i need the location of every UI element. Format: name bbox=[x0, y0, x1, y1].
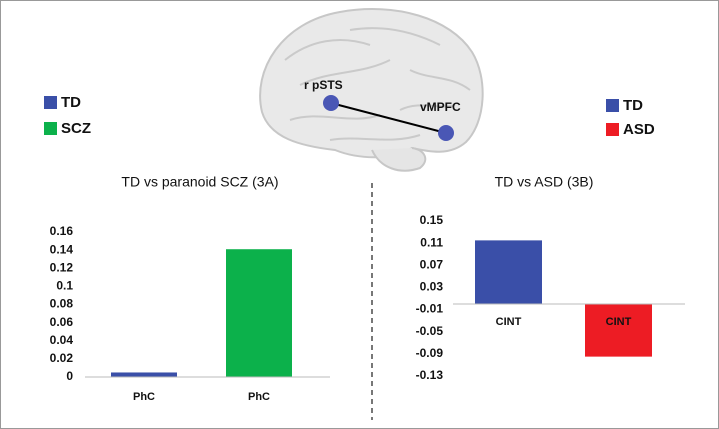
y-tick-label: 0.08 bbox=[50, 297, 74, 311]
y-tick-label: 0.03 bbox=[420, 280, 444, 294]
bar bbox=[475, 240, 542, 305]
y-tick-label: 0.16 bbox=[50, 224, 74, 238]
y-tick-label: 0.15 bbox=[420, 213, 444, 227]
x-tick-label: PhC bbox=[248, 391, 270, 403]
node bbox=[438, 125, 454, 141]
brain bbox=[259, 8, 484, 172]
y-tick-label: 0.07 bbox=[420, 257, 444, 271]
chart-title: TD vs ASD (3B) bbox=[495, 174, 594, 190]
chart-title: TD vs paranoid SCZ (3A) bbox=[121, 174, 278, 190]
legend-label: TD bbox=[61, 94, 81, 111]
y-tick-label: -0.05 bbox=[416, 324, 444, 338]
node bbox=[323, 95, 339, 111]
y-tick-label: 0.12 bbox=[50, 260, 74, 274]
legend-label: TD bbox=[623, 97, 643, 114]
legend-swatch bbox=[606, 123, 619, 136]
bar bbox=[226, 249, 292, 377]
x-tick-label: CINT bbox=[606, 316, 632, 328]
legend-swatch bbox=[44, 96, 57, 109]
bar bbox=[111, 372, 177, 377]
y-tick-label: 0 bbox=[66, 369, 73, 383]
y-tick-label: 0.11 bbox=[420, 235, 443, 249]
y-tick-label: 0.04 bbox=[50, 333, 74, 347]
y-tick-label: 0.02 bbox=[50, 351, 74, 365]
bar bbox=[585, 304, 652, 357]
node-label: r pSTS bbox=[304, 78, 343, 92]
node-label: vMPFC bbox=[420, 100, 461, 114]
y-tick-label: 0.1 bbox=[56, 279, 73, 293]
y-tick-label: -0.01 bbox=[416, 302, 444, 316]
connection bbox=[330, 102, 447, 134]
legend-label: ASD bbox=[623, 121, 655, 138]
y-tick-label: -0.13 bbox=[416, 368, 444, 382]
x-tick-label: CINT bbox=[496, 316, 522, 328]
y-tick-label: -0.09 bbox=[416, 346, 444, 360]
legend-swatch bbox=[606, 99, 619, 112]
y-tick-label: 0.14 bbox=[50, 242, 74, 256]
legend-swatch bbox=[44, 122, 57, 135]
legend-label: SCZ bbox=[61, 120, 91, 137]
y-tick-label: 0.06 bbox=[50, 315, 74, 329]
x-tick-label: PhC bbox=[133, 391, 155, 403]
